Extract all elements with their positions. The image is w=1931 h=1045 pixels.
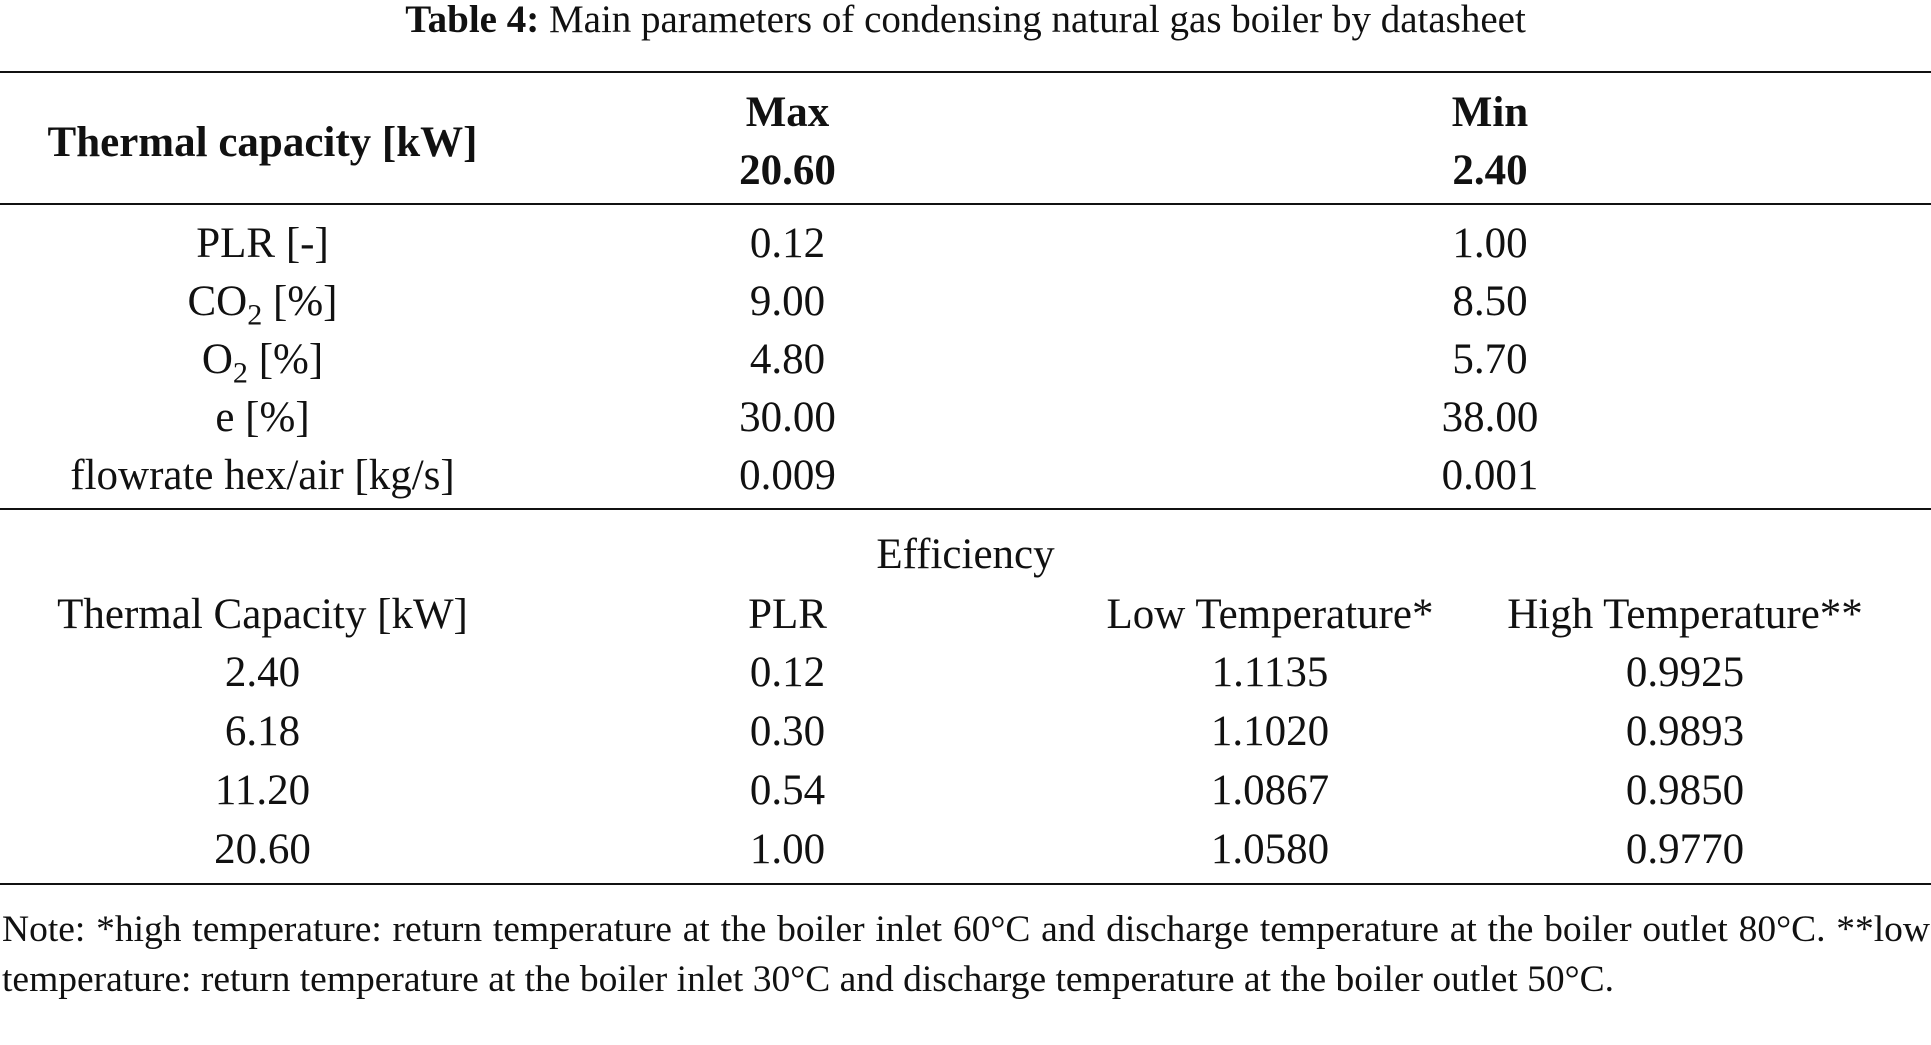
eff-row-2-low: 1.1020 <box>1210 708 1330 755</box>
eff-row-2-capacity: 6.18 <box>224 708 301 755</box>
eff-row-1-high: 0.9925 <box>1625 649 1745 696</box>
header-min-title: Min <box>1451 89 1529 136</box>
row-min-o2: 5.70 <box>1452 336 1528 383</box>
header-rule <box>0 203 1931 205</box>
eff-header-plr: PLR <box>748 591 827 638</box>
eff-header-thermal-capacity: Thermal Capacity [kW] <box>57 591 468 638</box>
row-param-e: e [%] <box>215 394 310 441</box>
bottom-rule <box>0 883 1931 885</box>
efficiency-title: Efficiency <box>876 531 1055 578</box>
row-min-e: 38.00 <box>1441 394 1539 441</box>
header-min-value: 2.40 <box>1452 147 1528 194</box>
row-param-plr: PLR [-] <box>196 220 329 267</box>
eff-row-3-capacity: 11.20 <box>214 767 311 814</box>
row-param-o2: O2 [%] <box>201 336 324 390</box>
header-max-title: Max <box>745 89 830 136</box>
top-rule <box>0 71 1931 73</box>
row-param-co2: CO2 [%] <box>187 278 338 332</box>
table-note: Note: *high temperature: return temperat… <box>2 909 1930 1000</box>
row-max-flowrate: 0.009 <box>739 452 836 499</box>
eff-header-high-temperature: High Temperature** <box>1507 591 1863 638</box>
eff-row-2-plr: 0.30 <box>749 708 826 755</box>
eff-row-4-plr: 1.00 <box>749 826 826 873</box>
eff-row-4-capacity: 20.60 <box>214 826 311 873</box>
caption-text: Main parameters of condensing natural ga… <box>539 0 1526 41</box>
eff-row-1-plr: 0.12 <box>749 649 826 696</box>
row-min-co2: 8.50 <box>1452 278 1528 325</box>
row-min-plr: 1.00 <box>1452 220 1528 267</box>
eff-row-4-high: 0.9770 <box>1625 826 1745 873</box>
eff-row-3-low: 1.0867 <box>1210 767 1330 814</box>
header-thermal-capacity: Thermal capacity [kW] <box>47 119 478 166</box>
eff-row-4-low: 1.0580 <box>1210 826 1330 873</box>
row-max-co2: 9.00 <box>749 278 826 325</box>
eff-row-3-high: 0.9850 <box>1625 767 1745 814</box>
eff-row-2-high: 0.9893 <box>1625 708 1745 755</box>
row-max-o2: 4.80 <box>749 336 826 383</box>
row-min-flowrate: 0.001 <box>1441 452 1539 499</box>
eff-header-low-temperature: Low Temperature* <box>1106 591 1434 638</box>
eff-row-1-capacity: 2.40 <box>224 649 301 696</box>
row-max-plr: 0.12 <box>749 220 826 267</box>
row-max-e: 30.00 <box>739 394 836 441</box>
row-param-flowrate: flowrate hex/air [kg/s] <box>70 452 455 499</box>
eff-row-3-plr: 0.54 <box>749 767 826 814</box>
caption-label: Table 4: <box>405 0 540 41</box>
eff-row-1-low: 1.1135 <box>1211 649 1329 696</box>
table-caption: Table 4: Main parameters of condensing n… <box>0 0 1931 40</box>
header-max-value: 20.60 <box>739 147 836 194</box>
mid-rule <box>0 508 1931 510</box>
